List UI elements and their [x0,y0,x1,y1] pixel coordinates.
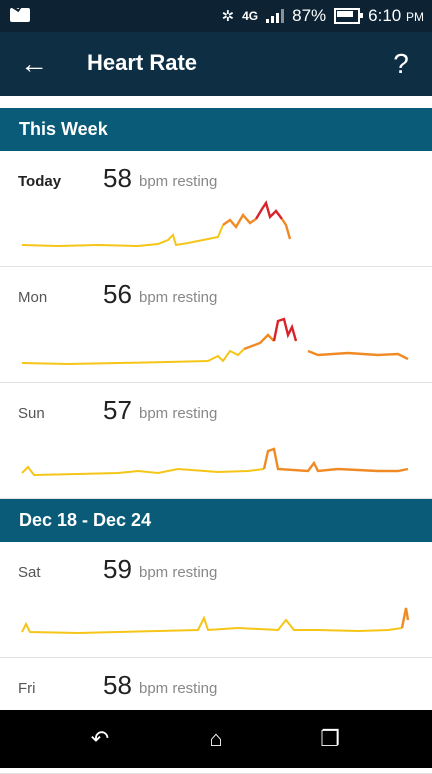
section-title: This Week [19,119,108,139]
day-row-mon[interactable]: Mon 56 bpm resting [0,267,432,383]
heart-rate-sparkline [21,447,409,477]
resting-bpm-value: 58 [103,163,132,193]
day-row-sat[interactable]: Sat 59 bpm resting [0,542,432,658]
bluetooth-icon: ✲ [221,8,235,25]
help-icon[interactable]: ? [393,48,409,79]
resting-bpm-value: 57 [103,395,132,425]
day-row-sun[interactable]: Sun 57 bpm resting [0,383,432,499]
day-label: Fri [18,680,36,697]
resting-bpm-value: 58 [103,670,132,700]
app-bar: ← Heart Rate ? [0,32,432,96]
day-label: Mon [18,289,48,306]
spacer [0,96,432,108]
mail-icon [10,8,30,22]
section-title: Dec 18 - Dec 24 [19,510,152,530]
resting-bpm-unit: bpm resting [139,405,218,422]
section-header-dec-18-24: Dec 18 - Dec 24 [0,499,432,542]
resting-bpm-value: 56 [103,279,132,309]
resting-bpm-unit: bpm resting [139,680,218,697]
clock: 6:10 PM [368,6,424,26]
day-row-today[interactable]: Today 58 bpm resting [0,151,432,267]
clock-ampm: PM [406,10,424,24]
signal-icon [266,9,285,23]
heart-rate-sparkline [21,607,410,635]
clock-time: 6:10 [368,6,402,25]
page-title: Heart Rate [87,50,198,75]
home-icon[interactable]: ⌂ [209,726,223,751]
status-right: ✲ 4G 87% 6:10 PM [222,6,424,26]
day-label: Sat [18,564,41,581]
battery-percent: 87% [292,6,327,25]
battery-icon [334,8,364,24]
back-arrow-icon[interactable]: ← [20,48,48,79]
network-type: 4G [242,9,259,23]
section-header-this-week: This Week [0,108,432,151]
resting-bpm-unit: bpm resting [139,564,218,581]
resting-bpm-value: 59 [103,554,132,584]
resting-bpm-unit: bpm resting [139,173,218,190]
system-nav-bar: ↶ ⌂ ❐ [0,710,432,768]
status-bar: ✲ 4G 87% 6:10 PM [0,0,432,32]
day-label: Sun [18,405,45,422]
heart-rate-sparkline [21,200,292,248]
recent-apps-icon[interactable]: ❐ [320,726,340,751]
heart-rate-sparkline [21,317,409,366]
back-icon[interactable]: ↶ [90,726,110,751]
day-label: Today [18,173,62,190]
resting-bpm-unit: bpm resting [139,289,218,306]
